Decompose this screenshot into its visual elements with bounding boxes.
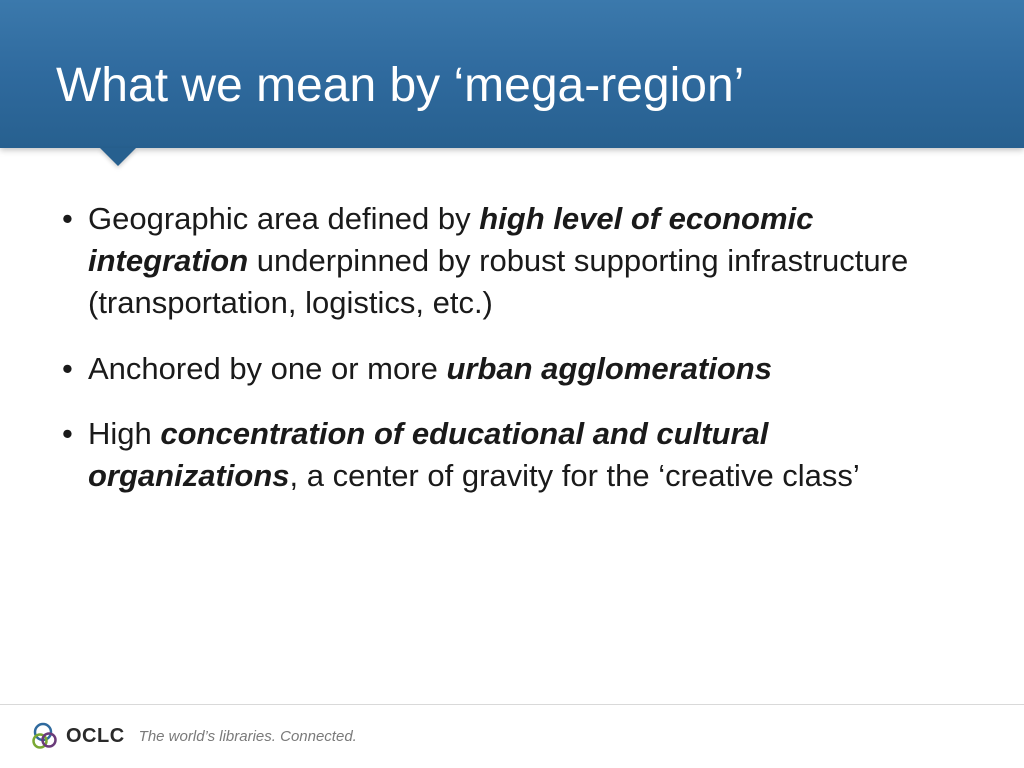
- bullet-text: High: [88, 416, 160, 451]
- header-notch-icon: [100, 148, 136, 166]
- slide-body: Geographic area defined by high level of…: [0, 148, 1024, 497]
- slide-footer: OCLC The world’s libraries. Connected.: [0, 704, 1024, 768]
- brand-logo: OCLC: [30, 722, 125, 752]
- logo-mark-icon: [30, 722, 60, 752]
- bullet-item: Anchored by one or more urban agglomerat…: [60, 348, 964, 390]
- bullet-text: Anchored by one or more: [88, 351, 446, 386]
- brand-name: OCLC: [66, 725, 125, 748]
- slide-title: What we mean by ‘mega-region’: [0, 0, 1024, 113]
- bullet-item: Geographic area defined by high level of…: [60, 198, 964, 324]
- bullet-emphasis: urban agglomerations: [446, 351, 772, 386]
- slide-header: What we mean by ‘mega-region’: [0, 0, 1024, 148]
- bullet-item: High concentration of educational and cu…: [60, 413, 964, 497]
- bullet-text: , a center of gravity for the ‘creative …: [290, 458, 860, 493]
- brand-tagline: The world’s libraries. Connected.: [139, 728, 357, 745]
- slide: What we mean by ‘mega-region’ Geographic…: [0, 0, 1024, 768]
- bullet-text: Geographic area defined by: [88, 201, 479, 236]
- bullet-list: Geographic area defined by high level of…: [60, 198, 964, 497]
